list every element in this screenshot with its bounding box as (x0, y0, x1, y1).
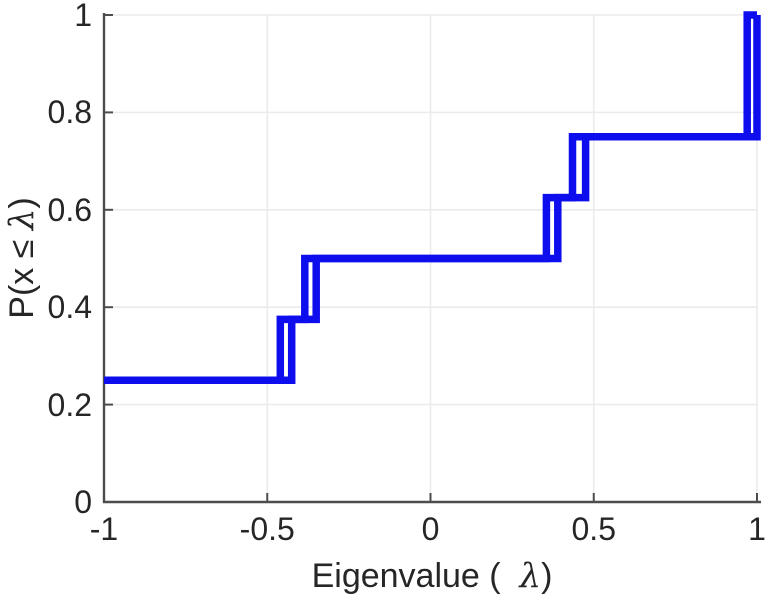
x-tick-label: 1 (748, 511, 766, 547)
y-tick-label: 0 (74, 484, 92, 520)
lambda-symbol: λ (519, 556, 542, 596)
step-curve-2 (104, 15, 761, 385)
x-axis-label-text: Eigenvalue ( (311, 557, 520, 595)
x-axis-label: Eigenvalue ( λ) (312, 558, 553, 594)
x-tick-label: -1 (89, 511, 119, 547)
y-tick-label: 1 (74, 0, 92, 33)
y-tick-label: 0.2 (47, 386, 92, 423)
x-tick-label: -0.5 (239, 511, 295, 547)
step-curve-1 (104, 11, 757, 385)
x-axis-label-close-paren: ) (541, 557, 553, 595)
x-tick-label: 0 (421, 511, 440, 547)
y-tick-label: 0.8 (47, 94, 92, 131)
y-tick-label: 0.6 (47, 191, 92, 228)
x-tick-label: 0.5 (571, 511, 616, 547)
y-tick-label: 0.4 (47, 289, 92, 326)
